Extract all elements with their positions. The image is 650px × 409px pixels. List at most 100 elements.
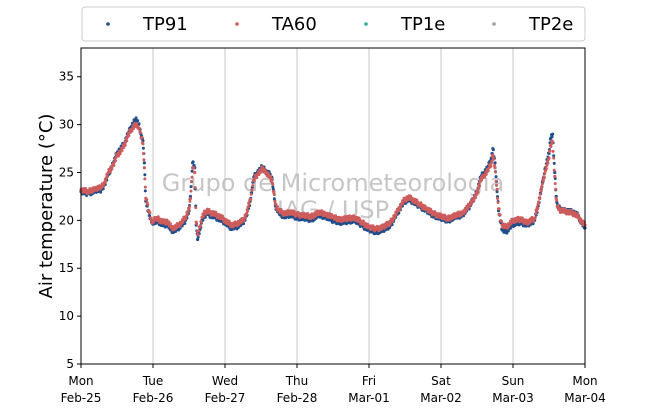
point-TA60-16-1	[140, 136, 144, 140]
point-TP91-106-5	[506, 229, 510, 233]
point-TA60-37-2	[194, 206, 198, 210]
x-tick-label-date-6: Mar-03	[492, 391, 533, 405]
x-tick-label-date-2: Feb-27	[205, 391, 246, 405]
point-TA60-18-1	[143, 177, 147, 181]
point-TA60-103-3	[495, 183, 499, 187]
point-TA60-111-1	[533, 216, 537, 220]
x-tick-label-date-4: Mar-01	[348, 391, 389, 405]
legend-marker-TP1e	[364, 22, 368, 26]
point-TA60-54-3	[246, 205, 250, 209]
point-TA60-62-2	[269, 175, 273, 179]
point-TA60-117-1	[551, 149, 555, 153]
point-TA60-5-4	[108, 170, 112, 174]
point-TP91-103-2	[494, 175, 498, 179]
point-TA60-103-4	[495, 187, 499, 191]
point-TA60-101-1	[490, 159, 494, 163]
y-tick-label-5: 5	[66, 357, 74, 371]
point-TA60-103	[493, 166, 497, 170]
point-TP91-103-4	[495, 190, 499, 194]
point-TP91-18-2	[143, 189, 147, 193]
point-TA60-3-5	[102, 184, 106, 188]
point-TA60-55-4	[250, 188, 254, 192]
point-TA60-33-1	[184, 217, 188, 221]
point-TA60-21-1	[148, 211, 152, 215]
point-TA60-83-4	[394, 213, 398, 217]
point-TA60-112-3	[538, 197, 542, 201]
point-TA60-63-2	[271, 182, 275, 186]
point-TA60-53-2	[242, 219, 246, 223]
point-TA60-126-1	[576, 213, 580, 217]
point-TA60-9-2	[123, 143, 127, 147]
point-TP91-14-1	[137, 122, 141, 126]
y-tick-label-20: 20	[59, 213, 74, 227]
point-TA60-36-2	[192, 166, 196, 170]
point-TA60-96-3	[469, 202, 473, 206]
x-tick-label-date-3: Feb-28	[277, 391, 318, 405]
point-TA60-41-3	[201, 215, 205, 219]
point-TA60-59-1	[261, 166, 265, 170]
point-TA60-111-4	[535, 209, 539, 213]
point-TP91-39-1	[196, 235, 200, 239]
legend-items: TP91 TA60 TP1e TP2e	[106, 14, 573, 35]
point-TA60-17-2	[142, 158, 146, 162]
point-TP91-110-11	[531, 222, 535, 226]
point-TA60-99-4	[484, 173, 488, 177]
point-TA60-35-3	[190, 175, 194, 179]
point-TA60-14-2	[138, 127, 142, 131]
point-TA60-31-5	[179, 223, 183, 227]
x-tick-label-day-5: Sat	[431, 374, 451, 388]
legend-label-TP2e: TP2e	[528, 14, 573, 35]
point-TA60-95-6	[464, 209, 468, 213]
legend-marker-TP2e	[492, 22, 496, 26]
point-TA60-8-3	[120, 148, 124, 152]
legend-marker-TA60	[235, 22, 239, 26]
legend: TP91 TA60 TP1e TP2e	[81, 6, 586, 42]
point-TA60-97-3	[477, 186, 481, 190]
point-TA60-19-2	[145, 198, 149, 202]
point-TA60-6-1	[112, 163, 116, 167]
point-TA60-55-2	[249, 192, 253, 196]
point-TA60-114-5	[546, 161, 550, 165]
point-TA60-97-2	[476, 190, 480, 194]
point-TA60-117-2	[552, 156, 556, 160]
point-TA60-96-11	[473, 196, 477, 200]
point-TA60-107-3	[509, 222, 513, 226]
point-TA60-84-3	[397, 208, 401, 212]
point-TA60-118	[553, 174, 557, 178]
point-TA60-100-6	[489, 164, 493, 168]
point-TP91-18	[142, 161, 146, 165]
point-TP91-35-1	[189, 185, 193, 189]
point-TA60-115	[547, 156, 551, 160]
point-TA60-111-6	[536, 207, 540, 211]
point-TA60-102	[491, 153, 495, 157]
x-tick-label-day-6: Sun	[502, 374, 525, 388]
point-TA60-21-3	[149, 216, 153, 220]
point-TA60-85-3	[401, 201, 405, 205]
x-tick-label-date-7: Mar-04	[564, 391, 605, 405]
point-TA60-35-2	[190, 180, 194, 184]
point-TP91-103	[493, 161, 497, 165]
legend-label-TA60: TA60	[271, 14, 317, 35]
point-TA60-82-4	[391, 219, 395, 223]
vertical-gridlines	[152, 48, 514, 364]
point-TA60-37-1	[193, 186, 197, 190]
x-tick-label-date-5: Mar-02	[420, 391, 461, 405]
point-TP91-117-3	[552, 161, 556, 165]
point-TA60-112-4	[538, 192, 542, 196]
point-TA60-114-2	[544, 167, 548, 171]
point-TA60-17-1	[141, 152, 145, 156]
point-TA60-84-6	[399, 205, 403, 209]
point-TA60-55-5	[251, 184, 255, 188]
y-tick-label-10: 10	[59, 309, 74, 323]
point-TA60-20-1	[146, 203, 150, 207]
y-tick-label-15: 15	[59, 261, 74, 275]
point-TA60-35-1	[189, 189, 193, 193]
y-tick-label-35: 35	[59, 70, 74, 84]
y-axis-label: Air temperature (°C)	[36, 114, 57, 299]
x-tick-label-day-1: Tue	[142, 374, 164, 388]
point-TA60-63-5	[272, 193, 276, 197]
point-TA60-6-4	[113, 159, 117, 163]
point-TA60-40-3	[199, 220, 203, 224]
